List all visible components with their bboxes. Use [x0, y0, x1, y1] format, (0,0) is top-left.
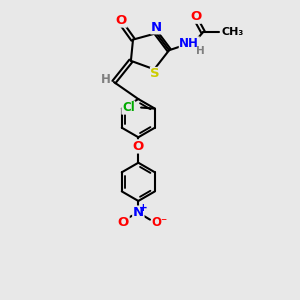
Text: CH₃: CH₃ [221, 27, 244, 37]
Text: H: H [101, 74, 111, 86]
Text: O: O [190, 10, 201, 23]
Text: N: N [133, 206, 144, 219]
Text: O: O [118, 216, 129, 229]
Text: O: O [133, 140, 144, 153]
Text: H: H [196, 46, 204, 56]
Text: +: + [139, 203, 148, 213]
Text: O⁻: O⁻ [152, 216, 168, 229]
Text: NH: NH [179, 37, 199, 50]
Text: O: O [116, 14, 127, 27]
Text: N: N [151, 21, 162, 34]
Text: S: S [151, 68, 160, 80]
Text: Cl: Cl [122, 101, 135, 114]
